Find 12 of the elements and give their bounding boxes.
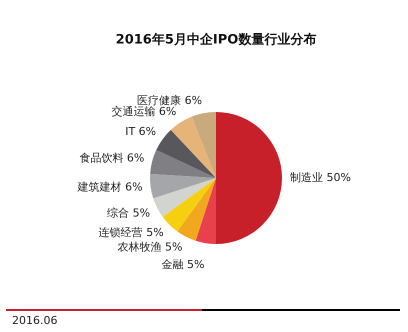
- slice-label: 连锁经营 5%: [98, 226, 164, 240]
- slice-label: 建筑建材 6%: [76, 180, 143, 194]
- slice-label: 食品饮料 6%: [79, 151, 144, 164]
- slice-label: 医疗健康 6%: [137, 94, 202, 108]
- slice-label: 农林牧渔 5%: [117, 240, 182, 254]
- slice-label: 金融 5%: [161, 258, 204, 271]
- slice-label: 交通运输 6%: [111, 105, 176, 118]
- slice-label: 制造业 50%: [290, 170, 351, 184]
- chart-title: 2016年5月中企IPO数量行业分布: [116, 32, 316, 48]
- slice-label: IT 6%: [125, 125, 156, 138]
- slice-label: 综合 5%: [107, 206, 150, 220]
- text: 2016.06: [12, 314, 58, 327]
